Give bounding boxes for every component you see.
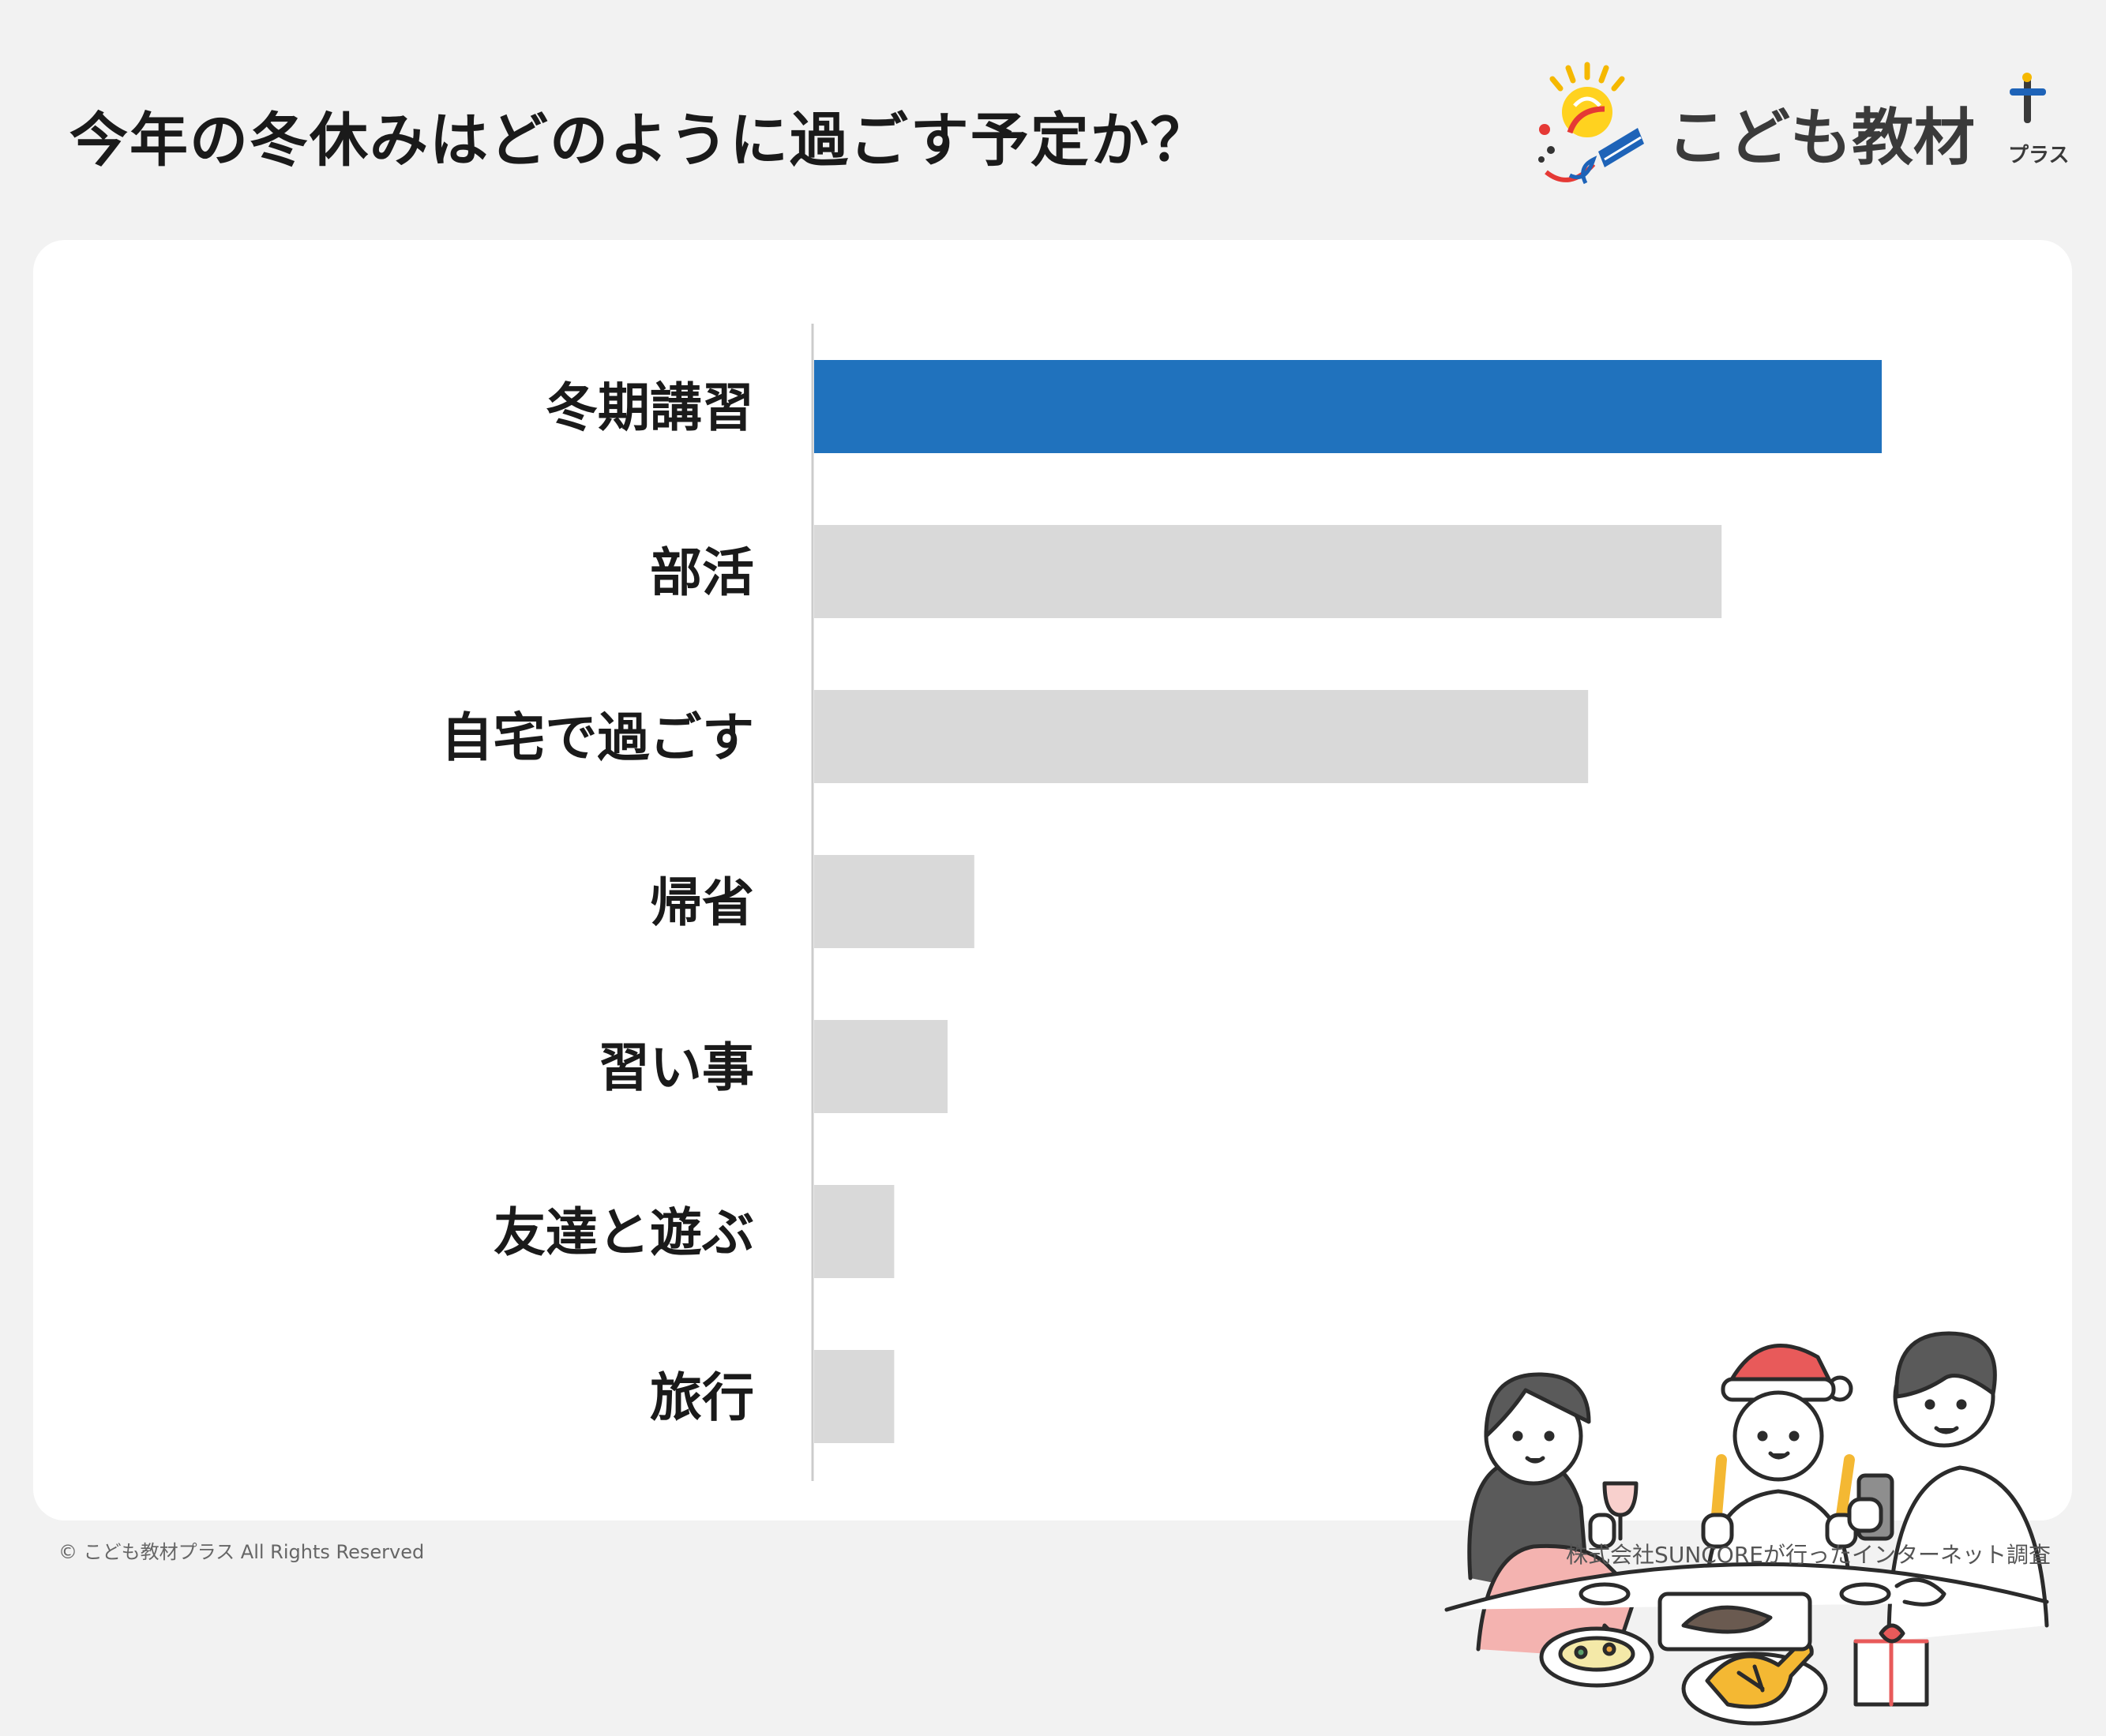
category-label: 自宅で過ごす	[441, 707, 754, 768]
brand-logo: こども教材 プラス	[1522, 57, 2075, 199]
family-christmas-dinner-illustration	[1444, 1331, 2049, 1726]
copyright-text: © こども教材プラス All Rights Reserved	[58, 1541, 425, 1563]
page-title: 今年の冬休みはどのように過ごす予定か？	[69, 107, 1211, 174]
logo-text: こども教材	[1667, 103, 1976, 174]
category-label: 部活	[650, 542, 754, 603]
category-label: 習い事	[598, 1037, 754, 1098]
bar	[814, 690, 1589, 783]
category-label: 旅行	[650, 1367, 754, 1428]
source-note: 株式会社SUNCOREが行ったインターネット調査	[1566, 1542, 2051, 1568]
bar	[814, 1185, 895, 1278]
bar	[814, 855, 974, 948]
category-label: 友達と遊ぶ	[494, 1202, 754, 1263]
bar	[814, 525, 1722, 618]
plus-icon	[2010, 73, 2046, 123]
bar	[814, 1350, 895, 1443]
bar	[814, 360, 1882, 453]
chart-card: 冬期講習部活自宅で過ごす帰省習い事友達と遊ぶ旅行	[33, 240, 2072, 1726]
logo-subtitle: プラス	[2008, 144, 2070, 167]
bar	[814, 1020, 948, 1113]
lightbulb-logo-icon	[1538, 62, 1644, 185]
category-label: 冬期講習	[546, 377, 754, 438]
category-label: 帰省	[650, 872, 754, 933]
